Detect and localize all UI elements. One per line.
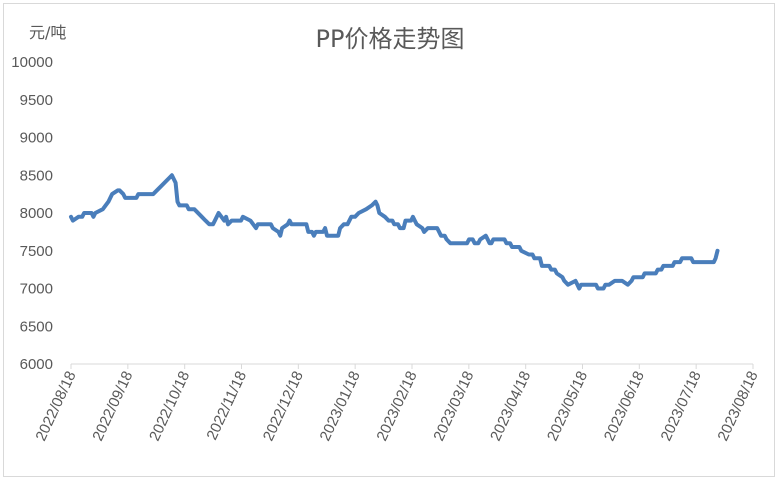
x-tick-label: 2022/10/18 <box>146 369 193 444</box>
x-tick-label: 2022/12/18 <box>260 369 307 444</box>
x-axis: 2022/08/18 2022/09/18 2022/10/18 2022/11/18… <box>32 363 762 444</box>
y-tick-label: 9500 <box>20 92 53 109</box>
y-tick-label: 6500 <box>20 318 53 335</box>
x-tick-label: 2023/03/18 <box>430 369 477 444</box>
y-axis-ticks: 6000 6500 7000 7500 8000 8500 9000 9500 10000 <box>11 54 53 373</box>
x-tick-label: 2023/08/18 <box>714 369 761 444</box>
y-tick-label: 8500 <box>20 167 53 184</box>
y-tick-label: 7000 <box>20 281 53 298</box>
y-tick-label: 10000 <box>11 54 53 71</box>
x-tick-label: 2023/01/18 <box>317 369 364 444</box>
y-tick-label: 9000 <box>20 130 53 147</box>
chart-title: PP价格走势图 <box>316 25 465 53</box>
series-layer <box>69 173 720 291</box>
x-tick-label: 2022/11/18 <box>203 369 250 443</box>
x-tick-label: 2023/06/18 <box>601 369 648 444</box>
x-tick-label: 2023/04/18 <box>487 369 534 444</box>
x-tick-label: 2023/05/18 <box>544 369 591 444</box>
x-tick-label: 2023/07/18 <box>658 369 705 444</box>
y-axis-unit-label: 元/吨 <box>29 23 66 42</box>
price-line-chart: PP价格走势图 元/吨 6000 6500 7000 7500 8000 8500 9000… <box>11 23 762 444</box>
y-tick-label: 8000 <box>20 205 53 222</box>
chart-frame: PP价格走势图 元/吨 6000 6500 7000 7500 8000 8500 9000… <box>3 3 775 477</box>
x-tick-label: 2022/08/18 <box>32 369 79 444</box>
x-tick-label: 2022/09/18 <box>89 369 136 444</box>
y-tick-label: 6000 <box>20 356 53 373</box>
x-tick-label: 2023/02/18 <box>373 369 420 444</box>
series-line-pp-price <box>69 173 720 291</box>
y-tick-label: 7500 <box>20 243 53 260</box>
